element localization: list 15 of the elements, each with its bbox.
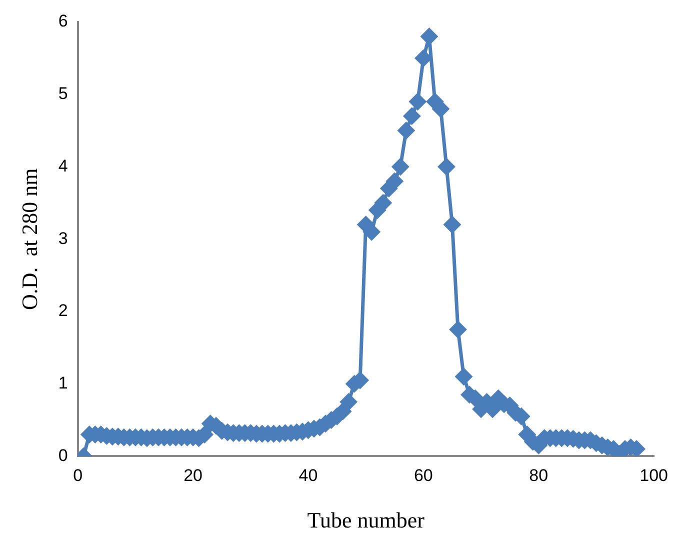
y-tick-label: 3: [58, 228, 68, 248]
x-axis-title: Tube number: [307, 508, 426, 533]
x-tick-label: 20: [184, 466, 203, 486]
y-tick-label: 6: [58, 12, 68, 31]
x-tick-label: 40: [298, 466, 318, 486]
x-tick-label: 0: [73, 466, 83, 486]
y-tick-label: 2: [58, 301, 68, 320]
y-tick-label: 0: [58, 446, 68, 465]
y-tick-label: 1: [58, 374, 68, 393]
y-axis-title: O.D. at 280 nm: [16, 168, 42, 310]
y-tick-label: 5: [58, 84, 68, 104]
x-tick-label: 100: [640, 466, 668, 486]
x-tick-label: 60: [414, 466, 433, 486]
x-tick-label: 80: [529, 466, 548, 486]
y-tick-label: 4: [58, 156, 68, 176]
